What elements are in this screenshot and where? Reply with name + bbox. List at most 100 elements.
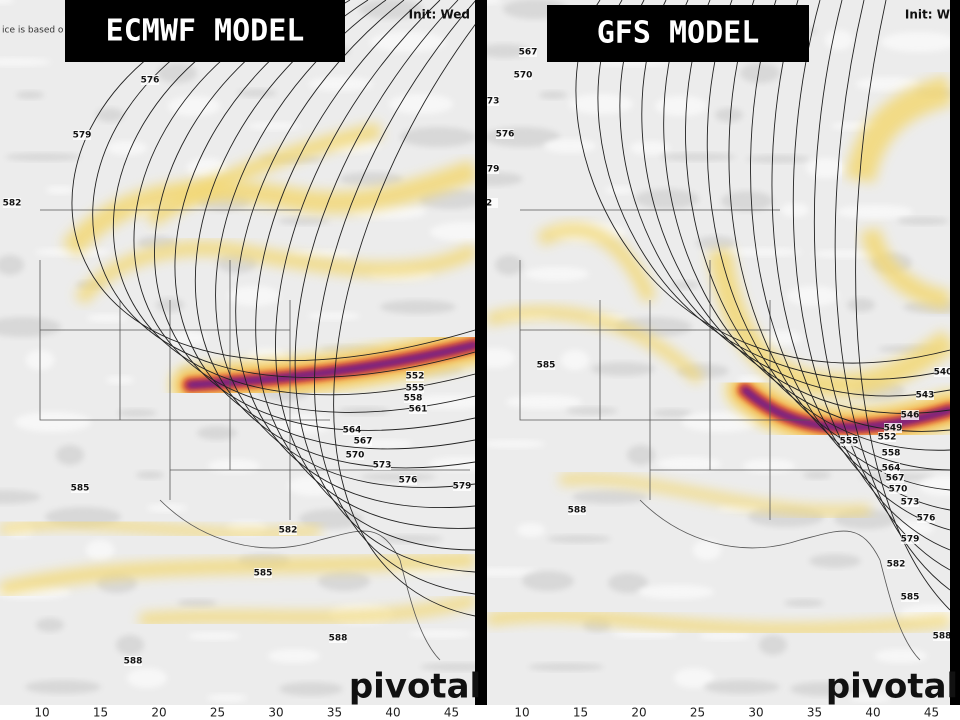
- label-bg: [901, 410, 919, 420]
- label-bg: [3, 198, 21, 208]
- texture: [400, 127, 475, 147]
- contour-label: 549: [884, 424, 903, 434]
- label-bg: [487, 96, 499, 106]
- label-bg: [934, 367, 950, 377]
- contour-label: 588: [124, 657, 143, 667]
- texture: [638, 585, 714, 599]
- label-bg: [409, 404, 427, 414]
- label-bg: [917, 513, 935, 523]
- texture: [487, 0, 501, 4]
- contour-label: 576: [917, 514, 936, 524]
- label-bg: [141, 75, 159, 85]
- texture: [715, 108, 743, 122]
- label-bg: [404, 393, 422, 403]
- contour: [113, 0, 475, 396]
- texture: [168, 96, 220, 116]
- contour-label: 555: [840, 437, 859, 447]
- init-time: Init: W: [905, 8, 950, 22]
- texture: [279, 682, 343, 696]
- texture: [16, 91, 44, 99]
- texture: [147, 504, 187, 512]
- contour-label: 573: [373, 461, 392, 471]
- texture: [46, 186, 74, 194]
- texture: [380, 300, 456, 314]
- texture: [630, 141, 670, 155]
- texture: [420, 663, 475, 671]
- texture: [740, 63, 780, 83]
- texture: [812, 250, 876, 258]
- texture: [856, 77, 920, 91]
- texture: [248, 122, 300, 130]
- axis-tick-label: 35: [327, 706, 342, 720]
- texture: [0, 0, 14, 4]
- texture: [36, 618, 64, 632]
- contour: [706, 0, 950, 471]
- texture: [605, 186, 633, 194]
- wind-band: [860, 227, 950, 310]
- label-bg: [882, 448, 900, 458]
- texture: [117, 409, 157, 417]
- wind-band: [536, 222, 657, 303]
- axis-tick-label: 20: [631, 706, 646, 720]
- contour-label: 555: [406, 384, 425, 394]
- texture: [743, 459, 795, 473]
- axis-tick-label: 40: [385, 706, 400, 720]
- texture: [837, 205, 913, 219]
- label-bg: [487, 198, 498, 208]
- logo: pivotal: [349, 667, 481, 707]
- texture: [116, 635, 144, 655]
- axis-tick-label: 25: [210, 706, 225, 720]
- texture: [136, 471, 164, 479]
- contour-label: 576: [141, 76, 160, 86]
- axis-tick-label: 10: [514, 706, 529, 720]
- label-bg: [399, 475, 417, 485]
- contour-label: 582: [279, 526, 298, 536]
- wind-band: [74, 241, 475, 305]
- axis-tick-label: 45: [924, 706, 939, 720]
- texture: [544, 139, 596, 153]
- texture: [696, 236, 736, 250]
- axis-tick-label: 30: [748, 706, 763, 720]
- label-bg: [279, 525, 297, 535]
- label-bg: [901, 497, 919, 507]
- logo: pivotal: [826, 667, 958, 707]
- border: [519, 209, 950, 520]
- texture: [188, 632, 240, 640]
- texture: [0, 58, 51, 66]
- contour-label: 588: [933, 632, 952, 642]
- label-bg: [884, 423, 902, 433]
- label-bg: [453, 481, 471, 491]
- texture: [591, 362, 655, 376]
- label-bg: [840, 436, 858, 446]
- texture: [370, 32, 446, 52]
- contour-label: 546: [901, 411, 920, 421]
- contour-label: 579: [481, 165, 500, 175]
- texture: [726, 248, 802, 256]
- texture: [809, 554, 861, 568]
- contour-label: 579: [73, 131, 92, 141]
- axis-tick-label: 10: [34, 706, 49, 720]
- texture: [881, 32, 950, 52]
- label-bg: [487, 164, 499, 174]
- contour: [154, 0, 475, 431]
- texture: [790, 682, 854, 696]
- wind-band: [0, 553, 475, 597]
- label-bg: [886, 473, 904, 483]
- texture: [197, 426, 237, 440]
- contour: [685, 0, 950, 451]
- contour-label: 558: [882, 449, 901, 459]
- texture: [547, 535, 611, 543]
- texture: [0, 317, 61, 337]
- axis-tick-label: 15: [573, 706, 588, 720]
- label-bg: [124, 656, 142, 666]
- contour-label: 588: [568, 506, 587, 516]
- label-bg: [889, 484, 907, 494]
- texture: [787, 286, 839, 306]
- contour-label: 585: [901, 593, 920, 603]
- texture: [657, 457, 721, 471]
- texture: [693, 540, 721, 560]
- label-bg: [496, 129, 514, 139]
- texture: [671, 281, 699, 289]
- label-bg: [537, 360, 555, 370]
